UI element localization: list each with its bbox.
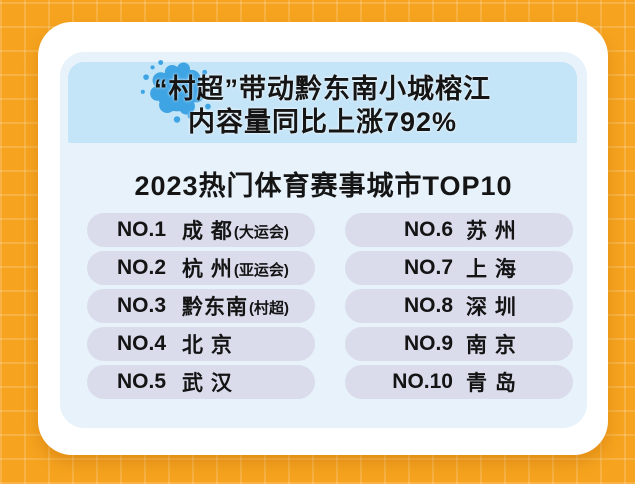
- rank-label: NO.1: [117, 218, 167, 241]
- city-note: (村超): [249, 299, 289, 317]
- info-card: “村超”带动黔东南小城榕江 内容量同比上涨792% 2023热门体育赛事城市TO…: [38, 22, 608, 455]
- city-label: 武 汉: [182, 372, 233, 395]
- inner-panel: “村超”带动黔东南小城榕江 内容量同比上涨792% 2023热门体育赛事城市TO…: [60, 52, 587, 428]
- rank-label: NO.7: [403, 256, 453, 279]
- ranking-right-column: NO.6 苏 州 NO.7 上 海 NO.8 深 圳: [345, 213, 573, 399]
- city-label: 北 京: [182, 334, 233, 357]
- rank-label: NO.2: [117, 256, 167, 279]
- city-label: 杭 州: [182, 258, 233, 281]
- ranking-left-column: NO.1 成 都 (大运会) NO.2 杭 州 (亚运会) NO.3 黔东南 (…: [87, 213, 315, 399]
- city-note: (大运会): [233, 223, 289, 241]
- city-label: 上 海: [466, 258, 517, 281]
- rank-label: NO.10: [392, 370, 453, 393]
- city-label: 深 圳: [466, 296, 517, 319]
- rank-label: NO.8: [403, 294, 453, 317]
- ranking-item: NO.4 北 京: [87, 327, 315, 361]
- rank-label: NO.3: [117, 294, 167, 317]
- city-label: 青 岛: [466, 372, 517, 395]
- ranking-item: NO.8 深 圳: [345, 289, 573, 323]
- ranking-item: NO.3 黔东南 (村超): [87, 289, 315, 323]
- rank-label: NO.5: [117, 370, 167, 393]
- rank-label: NO.9: [403, 332, 453, 355]
- rank-label: NO.6: [403, 218, 453, 241]
- banner-line-1: “村超”带动黔东南小城榕江: [154, 74, 491, 104]
- city-label: 南 京: [466, 334, 517, 357]
- city-label: 黔东南: [182, 296, 248, 319]
- city-label: 成 都: [182, 220, 233, 243]
- ranking-item: NO.9 南 京: [345, 327, 573, 361]
- city-label: 苏 州: [466, 220, 517, 243]
- ranking-item: NO.6 苏 州: [345, 213, 573, 247]
- ranking-columns: NO.1 成 都 (大运会) NO.2 杭 州 (亚运会) NO.3 黔东南 (…: [87, 213, 573, 399]
- ranking-item: NO.2 杭 州 (亚运会): [87, 251, 315, 285]
- ranking-item: NO.1 成 都 (大运会): [87, 213, 315, 247]
- ink-splash-icon: [140, 60, 211, 123]
- ranking-item: NO.10 青 岛: [345, 365, 573, 399]
- city-note: (亚运会): [233, 261, 289, 279]
- rank-label: NO.4: [117, 332, 167, 355]
- ranking-item: NO.5 武 汉: [87, 365, 315, 399]
- banner-line-2: 内容量同比上涨792%: [187, 107, 458, 137]
- header-banner: “村超”带动黔东南小城榕江 内容量同比上涨792%: [68, 60, 577, 143]
- list-title: 2023热门体育赛事城市TOP10: [134, 171, 513, 201]
- ranking-item: NO.7 上 海: [345, 251, 573, 285]
